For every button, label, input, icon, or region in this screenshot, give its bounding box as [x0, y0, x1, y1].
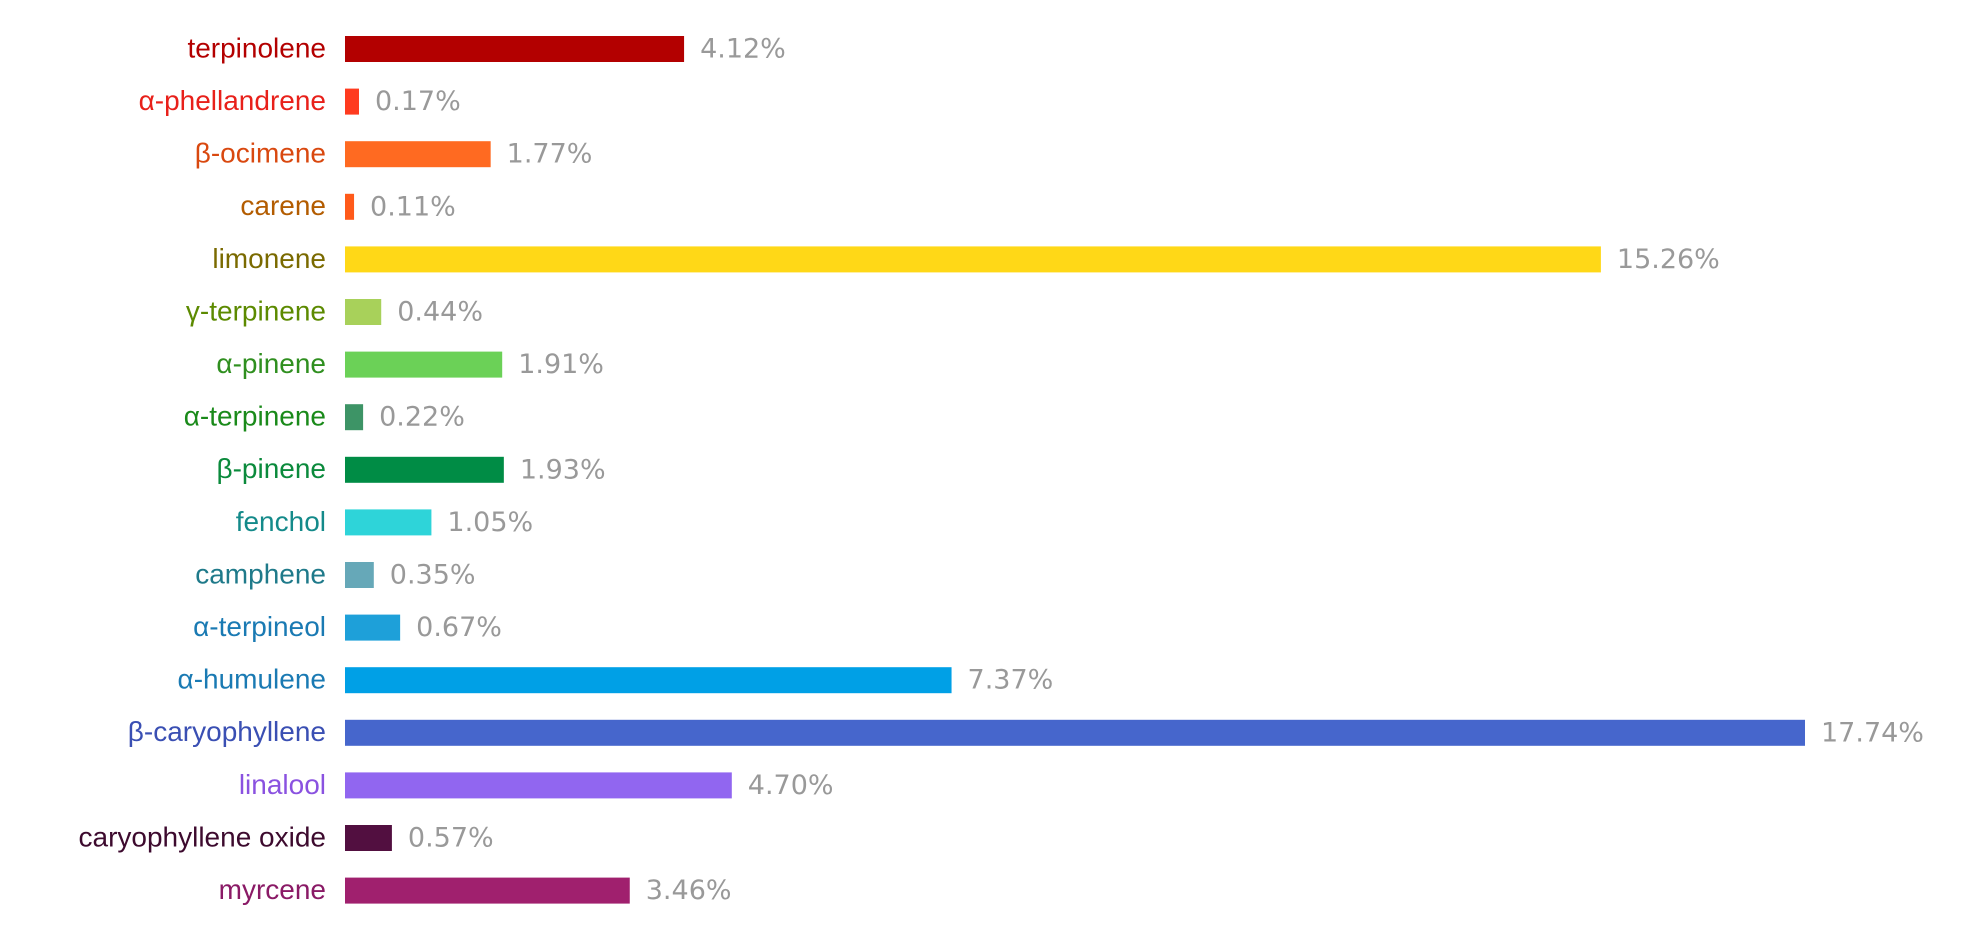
category-label: camphene	[195, 558, 326, 589]
bar	[345, 772, 732, 799]
category-label: caryophyllene oxide	[79, 821, 327, 852]
value-label: 4.70%	[748, 770, 834, 801]
bar	[345, 509, 432, 536]
value-label: 15.26%	[1617, 244, 1720, 275]
category-label: α-phellandrene	[139, 85, 326, 116]
bar	[345, 877, 630, 904]
bar	[345, 404, 364, 431]
value-label: 0.67%	[416, 612, 502, 643]
category-label: α-pinene	[216, 348, 326, 379]
category-label: carene	[240, 190, 326, 221]
bar	[345, 456, 504, 483]
value-label: 7.37%	[968, 665, 1054, 696]
category-label: α-humulene	[178, 664, 327, 695]
category-label: β-ocimene	[195, 138, 326, 169]
bar	[345, 351, 503, 378]
value-label: 0.57%	[408, 823, 494, 854]
value-label: 17.74%	[1821, 717, 1924, 748]
bar	[345, 299, 382, 325]
value-label: 1.77%	[507, 139, 593, 170]
category-label: α-terpinene	[184, 401, 326, 432]
value-label: 1.93%	[520, 454, 606, 485]
bar	[345, 667, 952, 694]
value-label: 0.11%	[370, 191, 456, 222]
value-label: 0.17%	[375, 86, 461, 117]
category-label: limonene	[212, 243, 326, 274]
bar	[345, 193, 355, 220]
bar	[345, 36, 685, 62]
value-label: 0.44%	[397, 297, 483, 328]
category-label: fenchol	[236, 506, 326, 537]
category-label: linalool	[239, 769, 326, 800]
bar	[345, 88, 359, 115]
value-label: 4.12%	[700, 34, 786, 65]
value-label: 0.22%	[379, 402, 465, 433]
category-label: β-caryophyllene	[128, 716, 326, 747]
bar	[345, 141, 491, 168]
category-label: γ-terpinene	[186, 295, 326, 326]
category-label: terpinolene	[187, 32, 326, 63]
category-label: myrcene	[219, 874, 326, 905]
value-label: 1.05%	[447, 507, 533, 538]
value-label: 1.91%	[518, 349, 604, 380]
category-label: α-terpineol	[193, 611, 326, 642]
value-label: 0.35%	[390, 560, 476, 591]
bar	[345, 614, 401, 641]
bar	[345, 719, 1805, 746]
bar	[345, 246, 1601, 273]
category-label: β-pinene	[216, 453, 326, 484]
bar	[345, 825, 392, 851]
bar	[345, 562, 374, 588]
value-label: 3.46%	[646, 875, 732, 906]
